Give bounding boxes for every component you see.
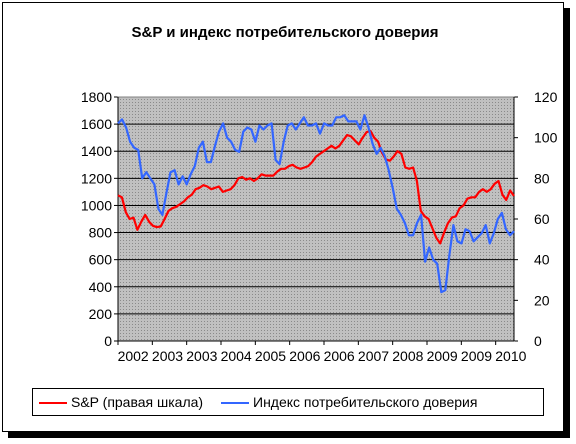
y-left-tick-label: 1200 xyxy=(81,170,112,186)
y-right-tick-label: 20 xyxy=(534,292,550,308)
chart-title: S&P и индекс потребительского доверия xyxy=(131,24,439,41)
y-right-tick-label: 100 xyxy=(534,130,558,146)
y-left-tick-label: 800 xyxy=(89,225,113,241)
y-left-tick-label: 0 xyxy=(104,333,112,349)
y-right-tick-label: 80 xyxy=(534,170,550,186)
y-right-tick-label: 60 xyxy=(534,211,550,227)
legend-item-sp: S&P (правая шкала) xyxy=(39,393,203,411)
x-tick-label: 2005 xyxy=(255,348,286,364)
y-right-tick-label: 120 xyxy=(534,89,558,105)
legend: S&P (правая шкала) Индекс потребительско… xyxy=(32,388,544,416)
y-left-tick-label: 200 xyxy=(89,306,113,322)
x-tick-label: 2004 xyxy=(221,348,252,364)
series-line-sp xyxy=(117,129,515,245)
x-tick-label: 2008 xyxy=(392,348,423,364)
y-left-tick-label: 400 xyxy=(89,279,113,295)
y-right-tick-label: 0 xyxy=(534,333,542,349)
plot-area xyxy=(118,97,514,341)
x-tick-label: 2009 xyxy=(461,348,492,364)
legend-label-sp: S&P (правая шкала) xyxy=(71,394,204,410)
y-left-tick-label: 1600 xyxy=(81,116,112,132)
y-left-tick-label: 1400 xyxy=(81,143,112,159)
legend-label-confidence: Индекс потребительского доверия xyxy=(253,394,478,410)
x-tick-label: 2003 xyxy=(186,348,217,364)
y-left-tick-label: 1800 xyxy=(81,89,112,105)
legend-item-confidence: Индекс потребительского доверия xyxy=(221,393,477,411)
series-line-confidence xyxy=(117,114,515,294)
x-tick-label: 2007 xyxy=(358,348,389,364)
x-tick-label: 2006 xyxy=(289,348,320,364)
x-tick-label: 2002 xyxy=(118,348,149,364)
y-left-tick-label: 1000 xyxy=(81,197,112,213)
legend-swatch-confidence xyxy=(221,402,249,405)
y-left-tick-label: 600 xyxy=(89,252,113,268)
x-tick-label: 2009 xyxy=(427,348,458,364)
y-right-tick-label: 40 xyxy=(534,252,550,268)
x-tick-label: 2010 xyxy=(495,348,526,364)
x-tick-label: 2006 xyxy=(324,348,355,364)
legend-swatch-sp xyxy=(39,402,67,405)
x-tick-label: 2003 xyxy=(152,348,183,364)
